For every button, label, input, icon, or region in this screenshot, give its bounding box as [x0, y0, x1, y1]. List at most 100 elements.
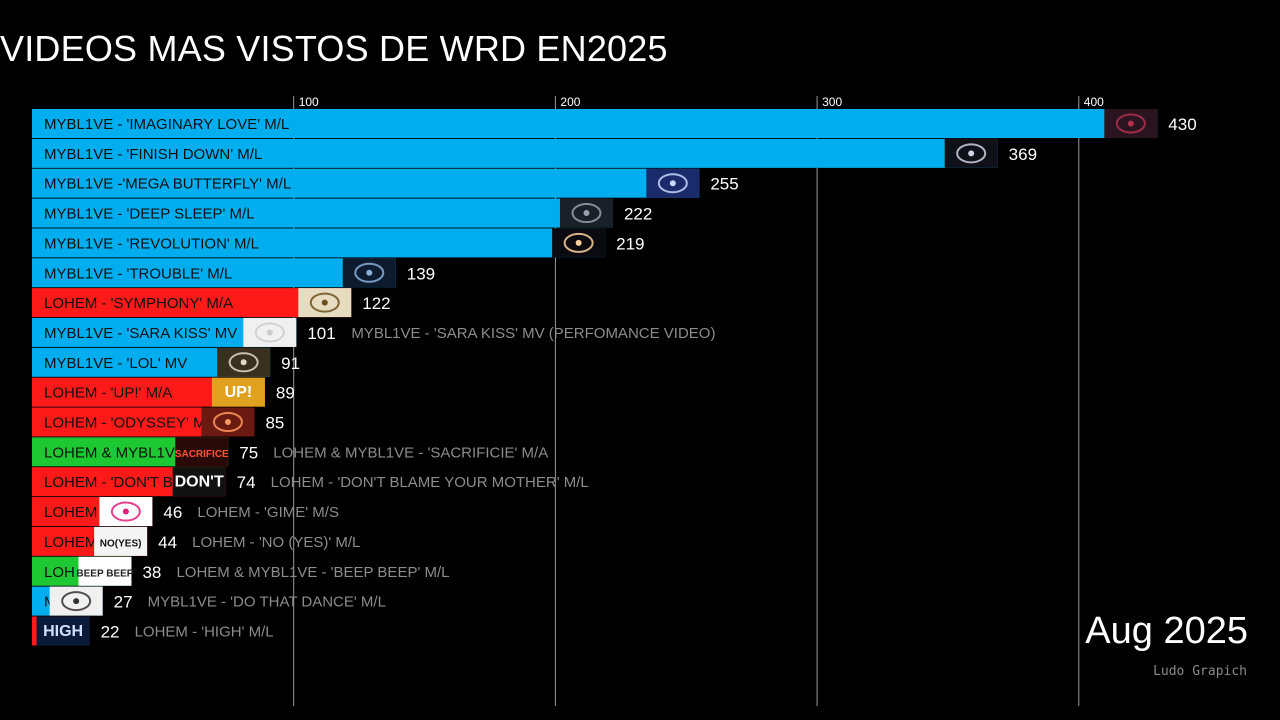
bar-row: MYBL1VE - 'IMAGINARY LOVE' M/L 430 [32, 109, 1197, 138]
eclipse-thumbnail [552, 228, 606, 258]
svg-text:HIGH: HIGH [43, 623, 83, 640]
value-label: 85 [265, 414, 284, 433]
sacrifice-thumbnail: SACRIFICE [175, 437, 229, 467]
bar-label: M [44, 594, 57, 611]
bar-row: M 27 MYBL1VE - 'DO THAT DANCE' M/L [32, 586, 386, 616]
bar-label: LOHEM - 'DON'T B [44, 474, 173, 491]
bar-row: MYBL1VE - 'SARA KISS' MV 101 MYBL1VE - 'SA… [32, 317, 715, 347]
svg-text:DON'T: DON'T [175, 474, 224, 491]
bars: MYBL1VE - 'IMAGINARY LOVE' M/L 430MYBL1VE… [32, 109, 1197, 646]
heart-thumbnail [1104, 109, 1158, 138]
bar-label: LOHEM - 'UP!' M/A [44, 385, 172, 402]
dont-blame-thumbnail: DON'T [172, 467, 226, 497]
bar [32, 258, 396, 288]
bar-label: LOHEM - 'SYMPHONY' M/A [44, 295, 233, 312]
bar-row: LOHEM & MYBL1V SACRIFICE 75 LOHEM & MYBL1VE… [32, 437, 548, 467]
bar-row: MYBL1VE - 'TROUBLE' M/L 139 [32, 258, 435, 288]
svg-text:SACRIFICE: SACRIFICE [175, 449, 229, 460]
value-label: 27 [114, 593, 133, 612]
bar-row: MYBL1VE - 'REVOLUTION' M/L 219 [32, 228, 644, 258]
bar-row: MYBL1VE -'MEGA BUTTERFLY' M/L 255 [32, 168, 739, 198]
date-label: Aug 2025 [1085, 610, 1248, 652]
bar-label: LOHEM & MYBL1V [44, 444, 175, 461]
x-tick-label: 100 [299, 95, 319, 109]
bar-row: MYBL1VE - 'FINISH DOWN' M/L 369 [32, 138, 1037, 168]
outside-label: LOHEM & MYBL1VE - 'BEEP BEEP' M/L [176, 564, 449, 581]
x-tick-label: 400 [1084, 95, 1104, 109]
lol-thumbnail [217, 347, 271, 377]
trouble-thumbnail [342, 258, 396, 288]
bar-label: LOH [44, 564, 75, 581]
bar-label: MYBL1VE - 'TROUBLE' M/L [44, 265, 232, 282]
bar-row: LOHEM 46 LOHEM - 'GIME' M/S [32, 497, 339, 527]
outside-label: LOHEM - 'GIME' M/S [197, 504, 339, 521]
value-label: 46 [163, 503, 182, 522]
up-thumbnail: UP! [211, 377, 265, 407]
symphony-thumbnail [298, 288, 352, 318]
do-that-dance-thumbnail [49, 586, 103, 616]
value-label: 89 [276, 384, 295, 403]
outside-label: LOHEM - 'HIGH' M/L [135, 623, 274, 640]
high-thumbnail: HIGH [36, 616, 90, 646]
bar [32, 109, 1158, 138]
value-label: 44 [158, 533, 177, 552]
value-label: 75 [239, 443, 258, 462]
value-label: 74 [237, 473, 256, 492]
x-tick-label: 300 [822, 95, 842, 109]
value-label: 122 [362, 294, 390, 313]
value-label: 22 [101, 622, 120, 641]
value-label: 219 [616, 234, 644, 253]
bar-label: LOHEM [44, 534, 97, 551]
bar-label: MYBL1VE - 'FINISH DOWN' M/L [44, 146, 262, 163]
value-label: 255 [710, 175, 738, 194]
bar [32, 168, 700, 198]
value-label: 101 [307, 324, 335, 343]
x-tick-label: 200 [560, 95, 580, 109]
outside-label: LOHEM - 'DON'T BLAME YOUR MOTHER' M/L [271, 474, 589, 491]
bar-label: MYBL1VE - 'LOL' MV [44, 355, 187, 372]
chart-title: VIDEOS MAS VISTOS DE WRD EN2025 [0, 28, 668, 69]
bar [32, 198, 613, 228]
bar-row: LOH BEEP BEEP 38 LOHEM & MYBL1VE - 'BEEP BE… [32, 556, 449, 586]
value-label: 222 [624, 205, 652, 224]
outside-label: MYBL1VE - 'DO THAT DANCE' M/L [148, 594, 386, 611]
outside-label: LOHEM & MYBL1VE - 'SACRIFICIE' M/A [273, 444, 548, 461]
bar-label: LOHEM [44, 504, 97, 521]
bar [32, 138, 998, 168]
credit-label: Ludo Grapich [1153, 664, 1247, 679]
outside-label: MYBL1VE - 'SARA KISS' MV (PERFOMANCE VID… [351, 325, 715, 342]
outside-label: LOHEM - 'NO (YES)' M/L [192, 534, 360, 551]
deep-sleep-thumbnail [559, 198, 613, 228]
bar-row: MYBL1VE - 'LOL' MV 91 [32, 347, 300, 377]
svg-text:UP!: UP! [225, 384, 253, 401]
bar-label: MYBL1VE - 'IMAGINARY LOVE' M/L [44, 116, 289, 133]
bar-label: MYBL1VE -'MEGA BUTTERFLY' M/L [44, 176, 291, 193]
value-label: 91 [281, 354, 300, 373]
value-label: 369 [1009, 145, 1037, 164]
no-yes-thumbnail: NO(YES) [94, 526, 148, 556]
value-label: 38 [142, 563, 161, 582]
svg-text:BEEP BEEP: BEEP BEEP [76, 568, 133, 579]
bar-label: MYBL1VE - 'REVOLUTION' M/L [44, 235, 259, 252]
bar [32, 288, 352, 318]
bar-row: LOHEM - 'UP!' M/A UP! 89 [32, 377, 295, 407]
orb-thumbnail [944, 138, 998, 168]
value-label: 139 [407, 264, 435, 283]
butterfly-thumbnail [646, 168, 700, 198]
bar-label: LOHEM - 'ODYSSEY' M [44, 415, 206, 432]
lips-thumbnail [99, 497, 153, 527]
sara-kiss-thumbnail [243, 317, 297, 347]
bar-row: LOHEM - 'ODYSSEY' M 85 [32, 407, 284, 437]
bar-label: MYBL1VE - 'DEEP SLEEP' M/L [44, 206, 255, 223]
value-label: 430 [1168, 115, 1196, 134]
bar [32, 228, 606, 258]
bar-row: LOHEM NO(YES) 44 LOHEM - 'NO (YES)' M/L [32, 526, 360, 556]
bar-label: MYBL1VE - 'SARA KISS' MV [44, 325, 237, 342]
bar-row: MYBL1VE - 'DEEP SLEEP' M/L 222 [32, 198, 652, 228]
svg-text:NO(YES): NO(YES) [100, 538, 142, 549]
odyssey-thumbnail [201, 407, 255, 437]
beep-beep-thumbnail: BEEP BEEP [76, 556, 134, 586]
bar-row: HIGH 22 LOHEM - 'HIGH' M/L [32, 616, 274, 646]
bar-row: LOHEM - 'SYMPHONY' M/A 122 [32, 288, 391, 318]
